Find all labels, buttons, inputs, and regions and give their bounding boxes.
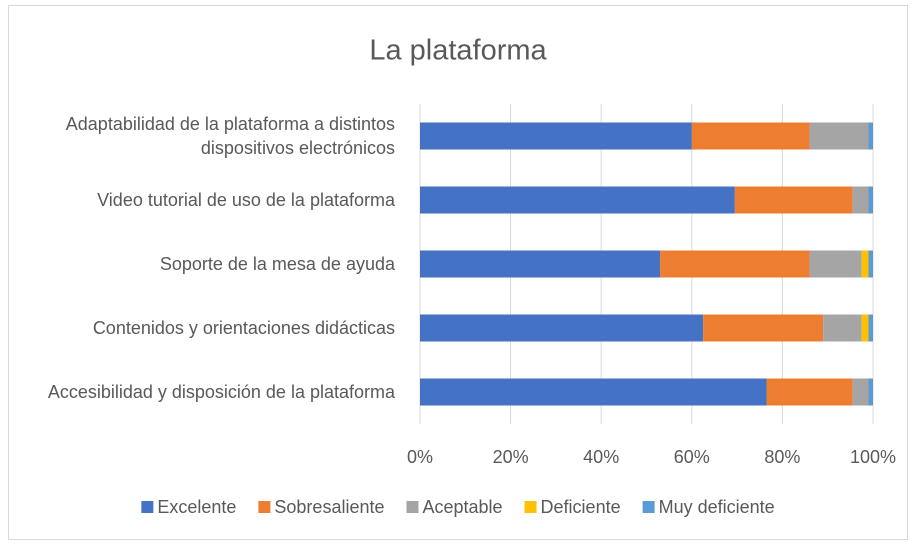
bar-segment (868, 250, 873, 278)
bar-segment (420, 314, 704, 342)
bar-segment (734, 186, 853, 214)
legend-label: Muy deficiente (659, 497, 775, 517)
legend-swatch (258, 501, 271, 513)
bar-segment (703, 314, 824, 342)
legend-swatch (642, 501, 655, 513)
bar-segment (868, 314, 873, 342)
x-tick-label: 60% (674, 447, 710, 467)
x-tick-label: 40% (583, 447, 619, 467)
bar-segment (809, 122, 869, 150)
bar-segment (852, 378, 869, 406)
x-tick-label: 80% (764, 447, 800, 467)
bar-segment (868, 122, 873, 150)
bar-segment (420, 186, 735, 214)
bar-segment (861, 314, 869, 342)
y-tick-label: Accesibilidad y disposición de la plataf… (47, 382, 395, 402)
category-label-box: Soporte de la mesa de ayuda (159, 254, 395, 274)
bar-segment (420, 250, 661, 278)
x-tick-label: 100% (850, 447, 896, 467)
bar-segment (861, 250, 869, 278)
bar-segment (420, 122, 692, 150)
bar-segment (660, 250, 810, 278)
bar-segment (852, 186, 869, 214)
chart-title: La plataforma (369, 35, 547, 67)
bar-segment (823, 314, 862, 342)
category-label-box: Contenidos y orientaciones didácticas (92, 318, 395, 338)
y-tick-label: Video tutorial de uso de la plataforma (97, 190, 395, 210)
bar-segment (766, 378, 853, 406)
category-label-box: Adaptabilidad de la plataforma a distint… (65, 114, 395, 158)
y-tick-label: Adaptabilidad de la plataforma a distint… (65, 114, 395, 158)
y-tick-label: Contenidos y orientaciones didácticas (92, 318, 395, 338)
legend-label: Sobresaliente (274, 497, 384, 517)
category-label-box: Video tutorial de uso de la plataforma (97, 190, 395, 210)
bar-segment (868, 186, 873, 214)
x-tick-label: 0% (407, 447, 433, 467)
legend-label: Aceptable (422, 497, 502, 517)
category-label-box: Accesibilidad y disposición de la plataf… (47, 382, 395, 402)
legend-label: Deficiente (541, 497, 621, 517)
bar-segment (809, 250, 862, 278)
legend: Excelente Sobresaliente Aceptable Deficient… (141, 497, 775, 517)
bar-segment (420, 378, 767, 406)
legend-label: Excelente (157, 497, 236, 517)
y-tick-label: Soporte de la mesa de ayuda (159, 254, 395, 274)
legend-swatch (524, 501, 537, 513)
x-tick-label: 20% (493, 447, 529, 467)
legend-swatch (141, 501, 154, 513)
bar-segment (691, 122, 810, 150)
legend-swatch (406, 501, 419, 513)
bar-segment (868, 378, 873, 406)
